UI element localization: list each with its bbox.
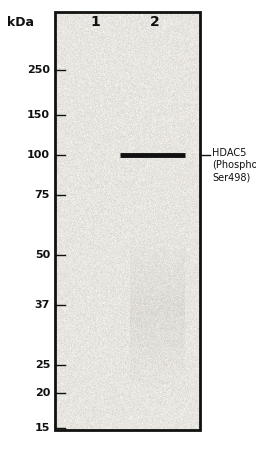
Text: 25: 25	[35, 360, 50, 370]
Text: 2: 2	[150, 15, 160, 29]
Text: 50: 50	[35, 250, 50, 260]
Text: 250: 250	[27, 65, 50, 75]
Text: 20: 20	[35, 388, 50, 398]
Bar	[55, 12, 200, 430]
Text: 37: 37	[35, 300, 50, 310]
Text: kDa: kDa	[6, 16, 34, 28]
Text: 150: 150	[27, 110, 50, 120]
Text: 15: 15	[35, 423, 50, 433]
Text: 75: 75	[35, 190, 50, 200]
Text: 1: 1	[90, 15, 100, 29]
Text: 100: 100	[27, 150, 50, 160]
Text: HDAC5
(Phospho-
Ser498): HDAC5 (Phospho- Ser498)	[212, 148, 256, 183]
